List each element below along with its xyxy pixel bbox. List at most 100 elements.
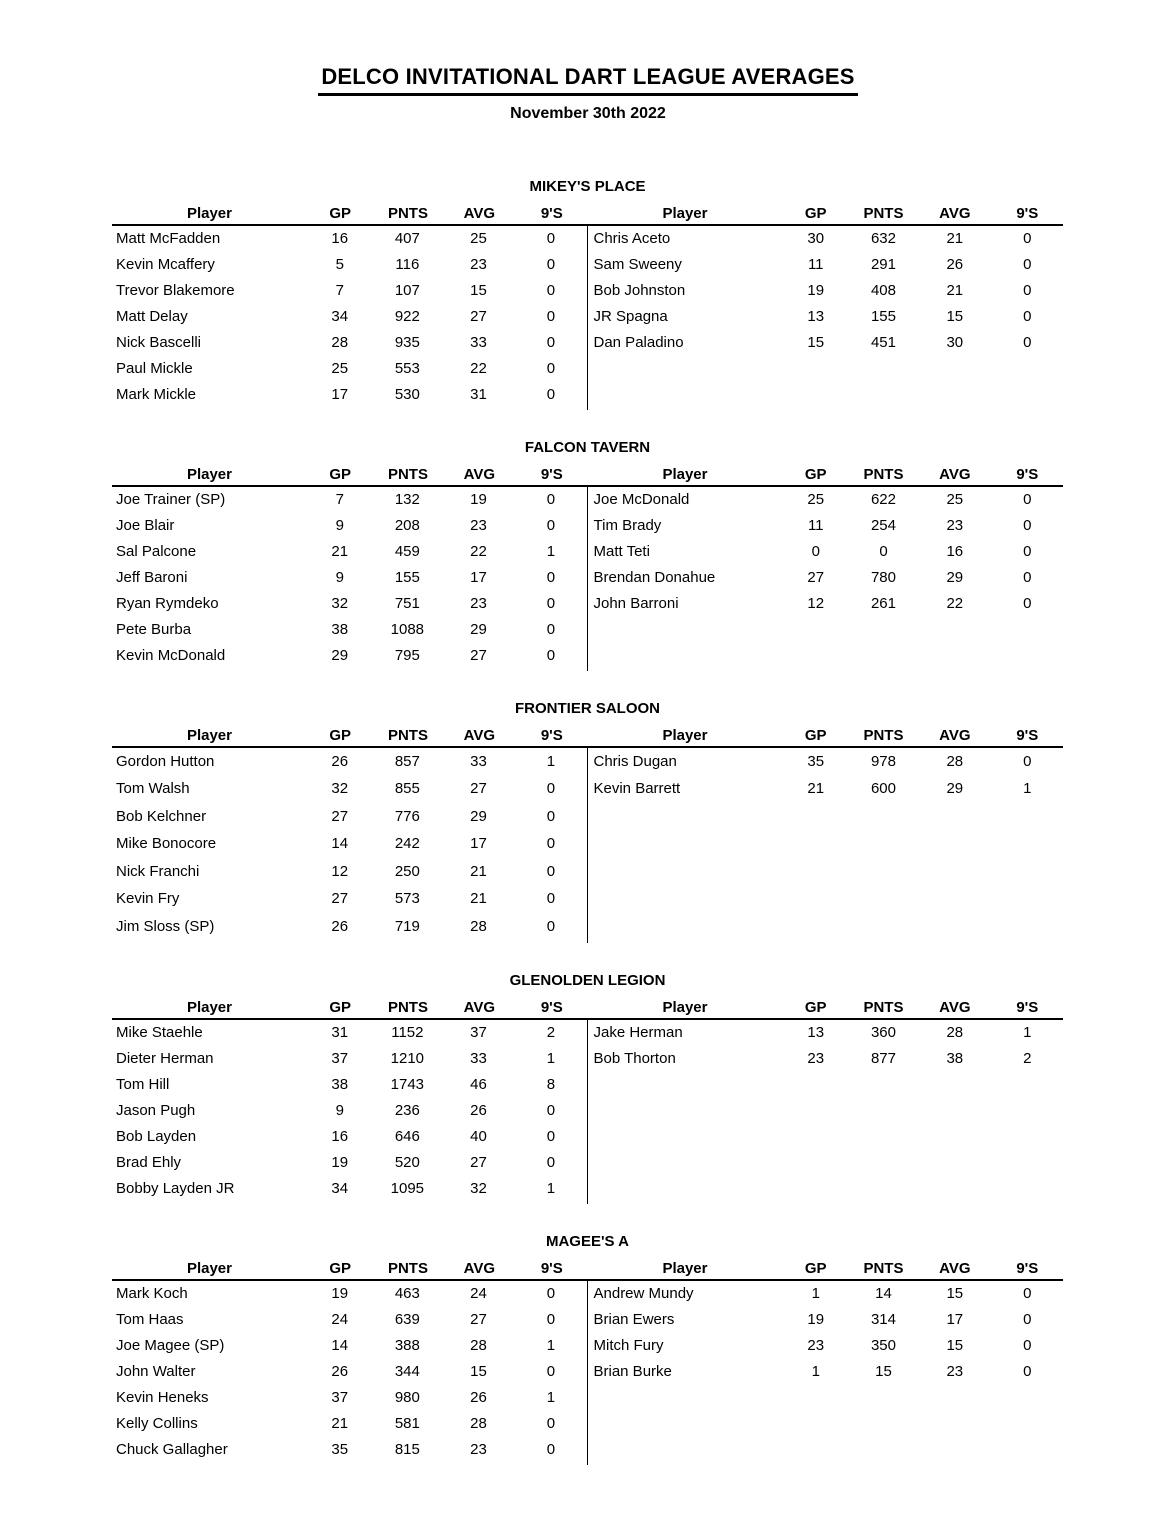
- nines-value: 0: [1023, 517, 1032, 534]
- avg-value: 27: [470, 647, 487, 664]
- gp-value: 25: [331, 360, 349, 377]
- player-name: Nick Bascelli: [116, 334, 202, 351]
- column-header-nines: 9'S: [1016, 998, 1039, 1016]
- column-header-nines: 9'S: [540, 1259, 563, 1277]
- gp-value: 30: [807, 230, 825, 247]
- player-name: Chris Dugan: [593, 752, 677, 770]
- nines-value: 2: [1023, 1049, 1032, 1067]
- table-row: Tom Walsh 32 855 27 0: [112, 776, 587, 804]
- nines-value: 0: [546, 780, 556, 798]
- nines-value: 0: [546, 1440, 556, 1458]
- table-row: Kevin Barrett 21 600 29 1: [588, 776, 1064, 804]
- table-row: Joe Trainer (SP) 7 132 19 0: [112, 487, 587, 513]
- gp-value: 14: [331, 835, 349, 853]
- column-header-nines: 9'S: [1016, 205, 1039, 222]
- gp-value: 23: [807, 1049, 825, 1067]
- player-name: Joe Magee (SP): [116, 1336, 225, 1354]
- gp-value: 23: [807, 1336, 825, 1354]
- nines-value: 0: [546, 230, 556, 247]
- player-name: Matt Teti: [593, 543, 650, 560]
- avg-value: 21: [946, 282, 964, 299]
- player-name: Mike Staehle: [116, 1023, 203, 1041]
- column-header-player: Player: [186, 1259, 232, 1277]
- sections-container: MIKEY'S PLACE Player GP PNTS AVG 9'S Mat…: [112, 177, 1063, 1465]
- gp-value: 15: [807, 334, 825, 351]
- team-section: FALCON TAVERN Player GP PNTS AVG 9'S Joe…: [112, 438, 1063, 671]
- table-row: Mark Mickle 17 530 31 0: [112, 382, 587, 408]
- player-name: Tim Brady: [593, 517, 662, 534]
- player-name: Jim Sloss (SP): [116, 917, 215, 935]
- table-row: Tom Haas 24 639 27 0: [112, 1307, 587, 1333]
- player-name: Mark Koch: [116, 1284, 188, 1302]
- avg-value: 17: [470, 835, 487, 853]
- gp-value: 34: [331, 1179, 349, 1197]
- gp-value: 24: [331, 1310, 349, 1328]
- table-row: Chris Aceto 30 632 21 0: [588, 226, 1064, 252]
- table-row: Nick Bascelli 28 935 33 0: [112, 330, 587, 356]
- table-row: Nick Franchi 12 250 21 0: [112, 858, 587, 886]
- column-header-nines: 9'S: [540, 205, 563, 222]
- column-header-gp: GP: [804, 998, 827, 1016]
- table-rows: Jake Herman 13 360 28 1 Bob Thorton 23 8…: [588, 1020, 1064, 1072]
- section-title: MIKEY'S PLACE: [529, 178, 646, 195]
- gp-value: 32: [331, 595, 349, 612]
- table-row: Brad Ehly 19 520 27 0: [112, 1150, 587, 1176]
- gp-value: 19: [807, 282, 825, 299]
- nines-value: 0: [546, 256, 556, 273]
- player-name: Brad Ehly: [116, 1153, 182, 1171]
- gp-value: 11: [807, 517, 824, 534]
- nines-value: 0: [546, 1414, 556, 1432]
- player-name: Brian Burke: [593, 1362, 672, 1380]
- page-date: November 30th 2022: [510, 105, 666, 122]
- avg-value: 22: [470, 543, 487, 560]
- gp-value: 5: [335, 256, 344, 273]
- player-name: Matt McFadden: [116, 230, 221, 247]
- player-name: Paul Mickle: [116, 360, 193, 377]
- avg-value: 23: [946, 517, 964, 534]
- pnts-value: 815: [394, 1440, 420, 1458]
- column-header-avg: AVG: [463, 205, 495, 222]
- player-name: Nick Franchi: [116, 862, 200, 880]
- nines-value: 0: [546, 862, 556, 880]
- column-header-gp: GP: [804, 466, 827, 483]
- nines-value: 1: [546, 543, 556, 560]
- avg-value: 25: [470, 230, 487, 247]
- team-section: FRONTIER SALOON Player GP PNTS AVG 9'S G…: [112, 699, 1063, 943]
- pnts-value: 622: [870, 491, 896, 508]
- pnts-value: 751: [394, 595, 420, 612]
- table-header-row: Player GP PNTS AVG 9'S: [587, 201, 1063, 226]
- avg-value: 33: [470, 334, 487, 351]
- gp-value: 13: [807, 1023, 825, 1041]
- column-header-gp: GP: [329, 466, 352, 483]
- left-table: Player GP PNTS AVG 9'S Matt McFadden 16 …: [112, 201, 588, 410]
- table-row: John Barroni 12 261 22 0: [588, 591, 1064, 617]
- column-header-nines: 9'S: [1016, 727, 1039, 744]
- player-name: Chuck Gallagher: [116, 1440, 228, 1458]
- column-header-avg: AVG: [939, 466, 971, 483]
- avg-value: 15: [470, 1362, 487, 1380]
- player-name: Mike Bonocore: [116, 835, 217, 853]
- pnts-value: 553: [394, 360, 420, 377]
- avg-value: 27: [470, 1310, 487, 1328]
- table-row: Sal Palcone 21 459 22 1: [112, 539, 587, 565]
- player-name: Chris Aceto: [593, 230, 671, 247]
- nines-value: 0: [546, 1284, 556, 1302]
- gp-value: 17: [331, 386, 349, 403]
- nines-value: 0: [546, 386, 556, 403]
- nines-value: 0: [1023, 308, 1032, 325]
- nines-value: 0: [1023, 595, 1032, 612]
- nines-value: 0: [546, 1153, 556, 1171]
- player-name: Bobby Layden JR: [116, 1179, 235, 1197]
- nines-value: 0: [1023, 1284, 1032, 1302]
- pnts-value: 581: [394, 1414, 420, 1432]
- pnts-value: 344: [394, 1362, 420, 1380]
- pnts-value: 776: [394, 807, 420, 825]
- nines-value: 0: [1023, 230, 1032, 247]
- avg-value: 15: [946, 308, 964, 325]
- nines-value: 0: [546, 308, 556, 325]
- right-table: Player GP PNTS AVG 9'S Chris Dugan 35 97…: [587, 723, 1064, 804]
- column-header-player: Player: [662, 205, 708, 222]
- nines-value: 0: [546, 517, 556, 534]
- table-row: Jake Herman 13 360 28 1: [588, 1020, 1064, 1046]
- nines-value: 0: [546, 491, 556, 508]
